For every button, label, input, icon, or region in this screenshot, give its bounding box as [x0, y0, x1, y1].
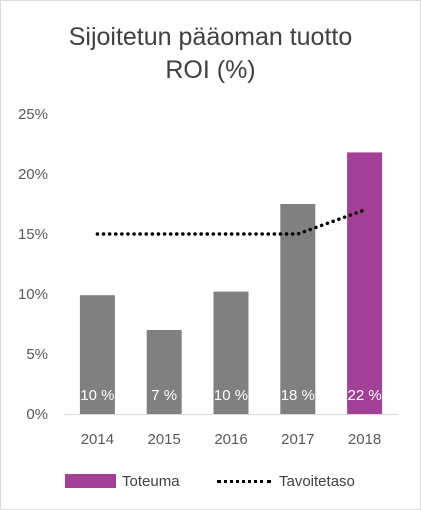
- legend-swatch-dotted-line: [217, 479, 271, 483]
- chart-title-line-1: Sijoitetun pääoman tuotto: [68, 23, 353, 51]
- chart-title-line-2: ROI (%): [165, 56, 256, 84]
- data-label: 10 %: [80, 387, 114, 404]
- legend-item-tavoitetaso: Tavoitetaso: [217, 469, 355, 493]
- legend-label-toteuma: Toteuma: [122, 472, 180, 490]
- data-label: 7 %: [151, 387, 177, 404]
- x-tick-label: 2018: [348, 431, 381, 448]
- y-tick-label: 15%: [18, 226, 48, 243]
- data-label: 10 %: [214, 387, 248, 404]
- legend: Toteuma Tavoitetaso: [1, 469, 420, 493]
- y-tick-label: 20%: [18, 166, 48, 183]
- bar: [79, 295, 115, 414]
- data-label: 22 %: [347, 387, 381, 404]
- legend-label-tavoitetaso: Tavoitetaso: [279, 472, 355, 490]
- bar: [213, 291, 249, 414]
- x-tick-label: 2014: [81, 431, 114, 448]
- chart-title: Sijoitetun pääoman tuotto ROI (%): [1, 21, 420, 87]
- y-tick-label: 10%: [18, 286, 48, 303]
- legend-swatch-bar: [65, 474, 116, 488]
- y-tick-label: 25%: [18, 106, 48, 123]
- target-line: [95, 208, 367, 236]
- y-tick-label: 0%: [26, 406, 48, 423]
- data-label: 18 %: [281, 387, 315, 404]
- x-tick-label: 2016: [214, 431, 247, 448]
- x-tick-label: 2017: [281, 431, 314, 448]
- bar: [146, 330, 182, 414]
- bar: [347, 152, 383, 414]
- bar: [280, 204, 316, 414]
- x-tick-label: 2015: [148, 431, 181, 448]
- y-tick-label: 5%: [26, 346, 48, 363]
- legend-item-toteuma: Toteuma: [65, 469, 180, 493]
